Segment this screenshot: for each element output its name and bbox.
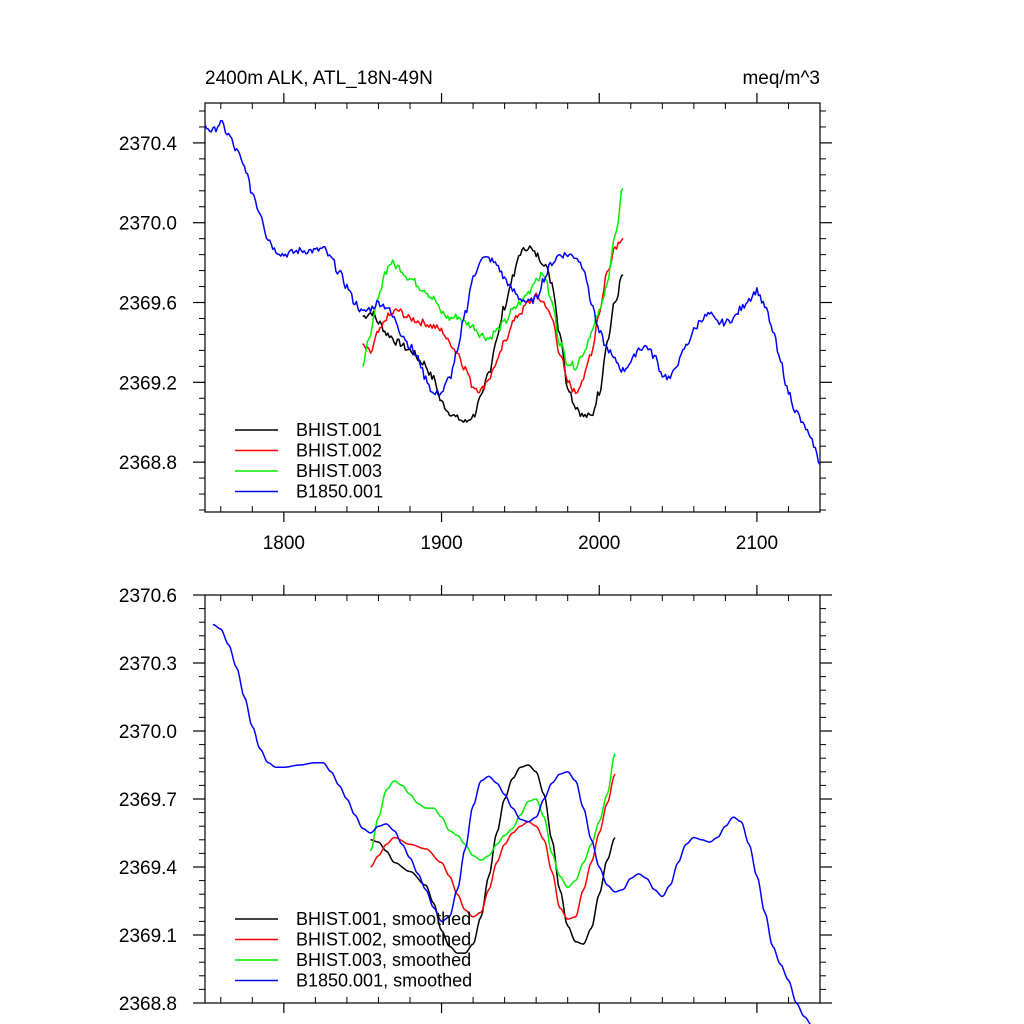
y-tick-label: 2369.6 — [119, 294, 177, 315]
legend-label: BHIST.001, smoothed — [296, 909, 471, 929]
series-line — [362, 237, 624, 395]
series-line — [212, 623, 811, 1024]
y-tick-label: 2368.8 — [119, 994, 177, 1015]
series-line — [361, 187, 624, 371]
legend-label: B1850.001, smoothed — [296, 971, 472, 991]
legend-label: BHIST.001 — [296, 420, 382, 440]
series-line — [362, 245, 624, 423]
x-tick-label: 2100 — [736, 533, 778, 554]
legend-label: BHIST.003 — [296, 461, 382, 481]
top-chart-title: 2400m ALK, ATL_18N-49N — [205, 68, 433, 89]
y-tick-label: 2370.0 — [119, 214, 177, 235]
y-tick-label: 2370.6 — [119, 586, 177, 607]
bottom-chart: 2368.8 2369.1 2369.4 2369.7 2370.0 2370.3 2370… — [119, 585, 832, 1024]
y-tick-label: 2369.7 — [119, 790, 177, 811]
legend-label: B1850.001 — [296, 482, 383, 502]
y-tick-label: 2370.4 — [119, 134, 178, 155]
y-tick-label: 2370.0 — [119, 722, 177, 743]
y-tick-label: 2369.2 — [119, 373, 177, 394]
legend-label: BHIST.002, smoothed — [296, 930, 471, 950]
legend-label: BHIST.002 — [296, 441, 382, 461]
top-chart-units: meq/m^3 — [742, 68, 820, 89]
y-tick-label: 2370.3 — [119, 654, 177, 675]
series-line — [370, 764, 616, 954]
x-tick-label: 2000 — [578, 533, 620, 554]
x-tick-label: 1800 — [263, 533, 305, 554]
series-line — [369, 753, 616, 889]
y-tick-label: 2369.4 — [119, 858, 178, 879]
series-line — [204, 119, 821, 466]
series-line — [370, 773, 616, 920]
plot-frame — [204, 102, 821, 513]
y-tick-label: 2368.8 — [119, 453, 177, 474]
x-tick-label: 1900 — [420, 533, 462, 554]
y-tick-label: 2369.1 — [119, 926, 177, 947]
top-chart: 2400m ALK, ATL_18N-49N meq/m^3 1800 1900 2… — [119, 68, 832, 554]
legend-label: BHIST.003, smoothed — [296, 950, 471, 970]
